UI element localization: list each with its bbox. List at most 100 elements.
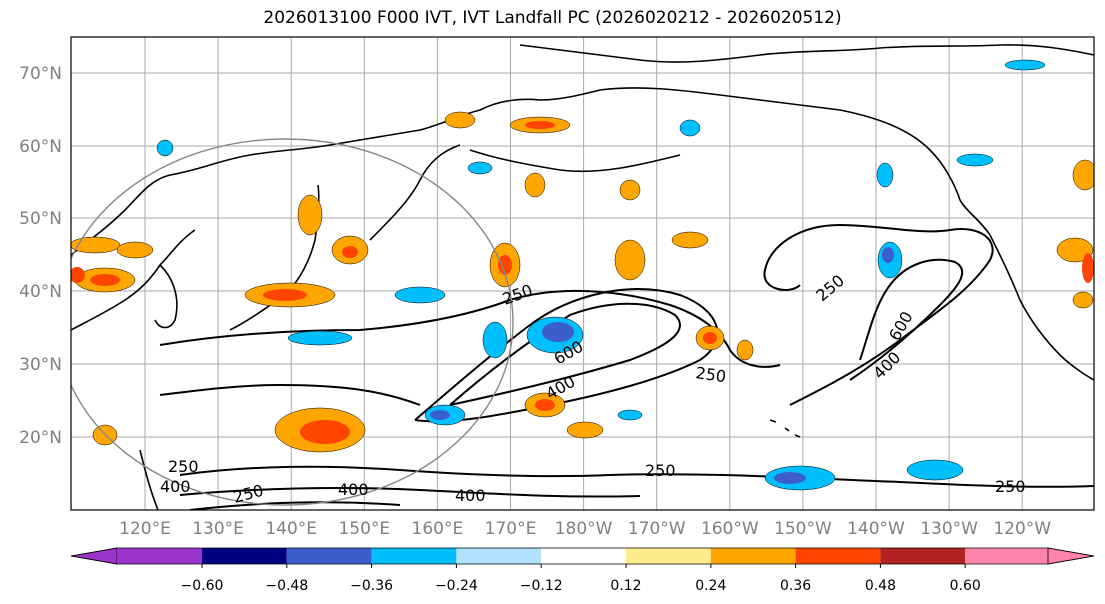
aleutians	[469, 149, 681, 173]
pc-blob	[619, 179, 641, 201]
contour-label: 400	[160, 477, 191, 496]
pc-blob	[297, 194, 323, 236]
colorbar-extend-high	[1047, 547, 1095, 565]
lat-label: 20°N	[19, 428, 62, 448]
pc-blob	[617, 409, 643, 421]
lon-label: 160°E	[412, 519, 464, 539]
colorbar-tick-label: −0.48	[265, 578, 308, 594]
map-area	[71, 37, 1094, 510]
map-title: 2026013100 F000 IVT, IVT Landfall PC (20…	[263, 8, 842, 28]
pc-blob	[71, 236, 121, 254]
philippines	[139, 449, 159, 510]
contour-label: 250	[168, 457, 199, 476]
pc-blob	[703, 332, 717, 344]
china-coast	[71, 229, 196, 331]
pc-blob	[736, 339, 754, 361]
lat-label: 50°N	[19, 209, 62, 229]
lon-label: 130°W	[920, 519, 978, 539]
pc-blob	[535, 399, 555, 411]
colorbar-tick-label: 0.12	[610, 578, 641, 594]
pc-blob	[342, 246, 358, 258]
alaska	[599, 87, 991, 236]
contour-400-east	[849, 258, 964, 381]
colorbar-segment	[710, 548, 796, 564]
colorbar-segment	[286, 548, 372, 564]
lon-label: 150°E	[338, 519, 390, 539]
lon-label: 130°E	[192, 519, 244, 539]
lon-label: 140°W	[847, 519, 905, 539]
pc-blob	[482, 321, 508, 359]
lon-label: 180°W	[555, 519, 613, 539]
landfall-region-circle	[71, 138, 514, 506]
pc-blob	[542, 322, 574, 342]
pc-blob	[71, 267, 85, 283]
colorbar-segment	[456, 548, 542, 564]
pc-shading	[71, 59, 1094, 491]
contour-label: 250	[645, 461, 676, 480]
colorbar-ticks: −0.60 −0.48 −0.36 −0.24 −0.12 0.12 0.24 0.36 0.4…	[181, 564, 981, 594]
colorbar-tick-label: −0.24	[435, 578, 478, 594]
lat-label: 70°N	[19, 64, 62, 84]
colorbar-segment	[965, 548, 1048, 564]
pc-blob	[1056, 237, 1094, 263]
contour-label: 250	[995, 477, 1026, 496]
pc-blob	[956, 153, 994, 167]
contour-label: 400	[338, 480, 369, 499]
lon-label: 170°W	[628, 519, 686, 539]
north-america-coast	[989, 234, 1094, 381]
pc-blob	[566, 421, 604, 439]
pc-blob	[430, 410, 450, 420]
colorbar-tick-label: −0.36	[350, 578, 393, 594]
colorbar-tick-label: 0.24	[695, 578, 726, 594]
arctic-coast	[519, 44, 1094, 63]
pc-blob	[90, 274, 120, 286]
lon-label: 140°E	[265, 519, 317, 539]
lon-label: 150°W	[774, 519, 832, 539]
pc-blob	[671, 231, 709, 249]
pc-blob	[876, 162, 894, 188]
lon-label: 170°E	[485, 519, 537, 539]
colorbar-segment	[795, 548, 881, 564]
colorbar-segment	[117, 548, 202, 564]
lat-label: 40°N	[19, 282, 62, 302]
contour-400-jet	[449, 302, 681, 406]
colorbar-outline	[70, 547, 1095, 565]
pc-blob	[774, 472, 806, 484]
lon-label: 160°W	[701, 519, 759, 539]
colorbar-tick-label: 0.48	[865, 578, 896, 594]
korea	[154, 264, 178, 329]
colorbar-segment	[880, 548, 966, 564]
longitude-labels: 120°E 130°E 140°E 150°E 160°E 170°E 180°W 170°W…	[119, 519, 1051, 539]
colorbar-tick-label: 0.60	[950, 578, 981, 594]
lon-label: 120°E	[119, 519, 171, 539]
hawaii	[769, 419, 801, 438]
contour-label: 400	[455, 486, 486, 505]
latitude-labels: 70°N 60°N 50°N 40°N 30°N 20°N	[19, 64, 62, 448]
pc-blob	[524, 172, 546, 198]
pc-blob	[1072, 291, 1094, 309]
contour-250-west	[159, 289, 781, 368]
contour-250-south	[159, 383, 421, 406]
colorbar-segment	[626, 548, 711, 564]
pc-blob	[882, 247, 894, 263]
colorbar-tick-label: −0.12	[520, 578, 563, 594]
pc-blob	[1082, 253, 1094, 283]
colorbar-segment	[371, 548, 457, 564]
pc-blob	[1004, 59, 1046, 71]
colorbar-segment	[202, 548, 287, 564]
contour-250-tropics	[179, 465, 1094, 488]
lat-label: 60°N	[19, 137, 62, 157]
pc-blob	[525, 121, 555, 129]
kamchatka	[369, 144, 461, 241]
pc-blob	[394, 286, 446, 304]
colorbar-tick-label: 0.36	[780, 578, 811, 594]
asia-coastline	[71, 89, 601, 256]
contour-250-east	[763, 223, 994, 406]
contour-400-tropics	[179, 486, 641, 498]
lon-label: 120°W	[993, 519, 1051, 539]
pc-blob	[444, 111, 476, 129]
pc-blob	[614, 239, 646, 281]
pc-blob	[498, 255, 512, 275]
contour-600-tropics	[189, 501, 401, 510]
